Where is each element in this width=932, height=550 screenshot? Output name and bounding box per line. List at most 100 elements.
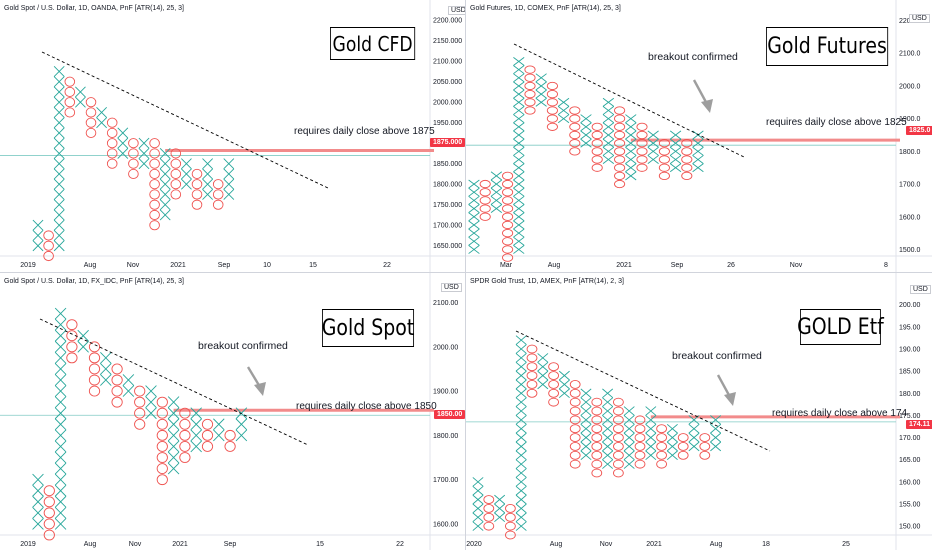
pnf-x-box [688, 432, 700, 443]
pnf-column-o [43, 485, 55, 541]
chart-symbol-header[interactable]: Gold Spot / U.S. Dollar, 1D, FX_IDC, PnF… [4, 278, 184, 285]
pnf-x-box [515, 379, 527, 390]
pnf-o-box [156, 452, 168, 463]
pnf-x-box [54, 518, 67, 530]
pnf-o-box [66, 352, 78, 364]
pnf-x-box [32, 484, 44, 497]
pnf-o-box [634, 433, 646, 443]
downtrend-line [515, 330, 771, 452]
pnf-x-box [54, 495, 67, 508]
pnf-o-box [224, 429, 236, 441]
last-price-label: 174.11 [906, 420, 932, 429]
y-tick-label: 1750.000 [433, 202, 462, 209]
pnf-x-box [513, 89, 525, 99]
pnf-column-x [692, 130, 704, 173]
pnf-o-box [111, 385, 123, 397]
pnf-o-box [569, 388, 581, 398]
x-tick-label: Mar [500, 262, 513, 269]
pnf-o-box [85, 97, 97, 108]
pnf-x-box [580, 122, 592, 132]
pnf-x-box [580, 415, 592, 425]
pnf-o-box [681, 155, 693, 164]
pnf-x-box [535, 97, 547, 107]
pnf-o-box [502, 204, 514, 213]
pnf-o-box [591, 433, 603, 443]
pnf-o-box [636, 147, 648, 156]
pnf-x-box [74, 96, 86, 108]
chart-symbol-header[interactable]: Gold Spot / U.S. Dollar, 1D, OANDA, PnF … [4, 5, 184, 12]
pnf-o-box [591, 130, 603, 140]
chart-symbol-header[interactable]: Gold Futures, 1D, COMEX, PnF [ATR(14), 2… [470, 5, 621, 12]
pnf-o-box [88, 341, 101, 353]
pnf-x-box [167, 429, 180, 442]
pnf-x-box [513, 114, 525, 124]
pnf-o-box [170, 158, 182, 169]
pnf-o-box [483, 512, 495, 522]
chart-panel-gold-cfd: 2200.000 2150.000 2100.000 2050.000 2000.000… [0, 0, 465, 272]
pnf-x-box [692, 155, 704, 164]
pnf-x-box [472, 503, 484, 514]
pnf-column-x [515, 335, 527, 531]
pnf-x-box [535, 89, 547, 99]
pnf-x-box [515, 370, 527, 381]
pnf-o-box [134, 418, 146, 430]
pnf-x-box [515, 397, 527, 407]
pnf-x-box [54, 385, 67, 397]
breakout-label: breakout confirmed [672, 350, 762, 362]
pnf-o-box [128, 168, 139, 180]
pnf-x-box [515, 459, 527, 469]
pnf-x-box [167, 396, 180, 408]
pnf-x-box [54, 418, 67, 431]
x-tick-label: Nov [129, 541, 142, 548]
pnf-x-box [623, 415, 635, 425]
currency-label: USD [448, 6, 465, 15]
pnf-column-o [85, 97, 97, 139]
pnf-x-box [167, 418, 180, 431]
pnf-o-box [524, 65, 536, 74]
pnf-column-x [710, 415, 722, 452]
y-tick-label: 150.00 [899, 524, 921, 531]
pnf-column-x [202, 158, 214, 200]
x-tick-label: 2021 [616, 262, 632, 269]
pnf-x-box [669, 138, 682, 148]
pnf-o-box [614, 130, 626, 140]
pnf-o-box [656, 424, 667, 434]
pnf-o-box [483, 503, 495, 513]
pnf-x-box [54, 307, 67, 320]
pnf-x-box [53, 219, 65, 231]
y-tick-label: 2000.0 [899, 83, 921, 90]
y-tick-label: 2000.00 [433, 344, 458, 351]
pnf-o-box [191, 199, 203, 210]
downtrend-line [41, 51, 329, 189]
pnf-x-box [472, 494, 484, 505]
pnf-x-box [515, 468, 527, 478]
pnf-column-o [64, 76, 76, 118]
x-tick-label: Sep [224, 541, 237, 548]
pnf-x-box [32, 230, 44, 241]
pnf-o-box [502, 179, 514, 189]
pnf-column-o [677, 433, 689, 460]
pnf-column-o [613, 397, 624, 478]
y-tick-label: 2200.000 [433, 18, 462, 25]
pnf-x-box [623, 441, 635, 452]
pnf-o-box [191, 168, 203, 180]
pnf-x-box [513, 204, 525, 214]
pnf-x-box [513, 236, 525, 246]
pnf-x-box [159, 158, 171, 170]
pnf-o-box [505, 521, 516, 531]
pnf-x-box [472, 521, 484, 531]
pnf-o-box [613, 441, 624, 451]
pnf-x-box [580, 114, 592, 124]
pnf-x-box [558, 370, 570, 381]
pnf-x-box [515, 503, 527, 514]
pnf-x-box [602, 114, 615, 124]
pnf-x-box [515, 477, 527, 487]
pnf-x-box [625, 146, 637, 156]
pnf-column-x [117, 127, 129, 159]
pnf-o-box [88, 363, 101, 375]
pnf-o-box [149, 179, 160, 190]
chart-symbol-header[interactable]: SPDR Gold Trust, 1D, AMEX, PnF [ATR(14),… [470, 278, 624, 285]
pnf-x-box [54, 363, 67, 375]
pnf-column-o [156, 396, 168, 486]
pnf-o-box [66, 330, 78, 342]
